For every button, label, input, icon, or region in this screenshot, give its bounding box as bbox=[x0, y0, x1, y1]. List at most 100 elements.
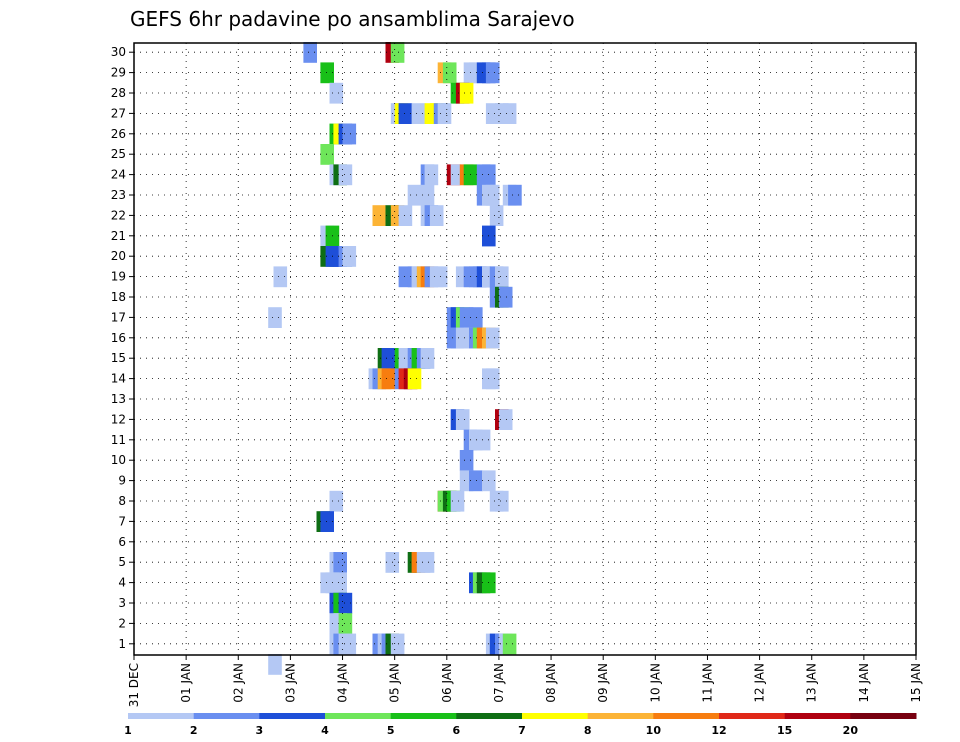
precip-cell bbox=[320, 144, 334, 165]
colorbar-label: 20 bbox=[843, 724, 859, 737]
y-tick-label: 26 bbox=[111, 127, 126, 141]
y-tick-label: 15 bbox=[111, 351, 126, 365]
precip-cell bbox=[390, 42, 405, 63]
precip-cell bbox=[398, 103, 413, 124]
precip-cell bbox=[407, 184, 422, 206]
colorbar-swatch bbox=[587, 713, 654, 719]
colorbar-swatch bbox=[522, 713, 589, 719]
y-tick-label: 5 bbox=[118, 555, 126, 569]
y-tick-label: 22 bbox=[111, 208, 126, 222]
precip-cell bbox=[429, 205, 444, 226]
y-tick-label: 19 bbox=[111, 270, 126, 284]
x-tick-label: 12 JAN bbox=[753, 663, 767, 703]
precip-cell bbox=[333, 572, 347, 594]
y-tick-label: 12 bbox=[111, 412, 126, 426]
precip-cell bbox=[469, 307, 483, 328]
colorbar-label: 6 bbox=[453, 724, 461, 737]
precip-cell bbox=[390, 633, 405, 655]
grid-layer bbox=[134, 43, 916, 655]
precip-cell bbox=[329, 82, 344, 104]
precip-cell bbox=[320, 62, 334, 84]
precip-cell bbox=[320, 511, 334, 532]
y-tick-label: 20 bbox=[111, 249, 126, 263]
colorbar-swatch bbox=[259, 713, 326, 719]
precip-cell bbox=[495, 266, 509, 288]
x-tick-label: 09 JAN bbox=[596, 663, 610, 703]
precip-cell bbox=[398, 205, 413, 226]
y-tick-label: 4 bbox=[118, 576, 126, 590]
y-tick-label: 6 bbox=[118, 535, 126, 549]
y-tick-label: 24 bbox=[111, 168, 126, 182]
colorbar-swatch bbox=[850, 713, 917, 719]
precip-cell bbox=[268, 654, 282, 675]
precip-cell bbox=[485, 62, 500, 84]
precip-cell bbox=[268, 307, 282, 328]
colorbar-swatch bbox=[719, 713, 786, 719]
x-tick-label: 14 JAN bbox=[857, 663, 871, 703]
y-tick-label: 10 bbox=[111, 453, 126, 467]
x-tick-label: 01 JAN bbox=[179, 663, 193, 703]
y-tick-label: 30 bbox=[111, 45, 126, 59]
precip-cell bbox=[372, 205, 387, 226]
precip-cell bbox=[407, 368, 422, 390]
precip-cell bbox=[459, 82, 474, 104]
precip-cell bbox=[437, 103, 452, 124]
precip-cell bbox=[420, 552, 435, 573]
precip-cell bbox=[420, 184, 435, 206]
precip-cell bbox=[508, 184, 522, 206]
y-tick-label: 3 bbox=[118, 596, 126, 610]
precip-cell bbox=[381, 348, 396, 369]
y-axis: 1234567891011121314151617181920212223242… bbox=[111, 45, 134, 651]
x-tick-label: 03 JAN bbox=[283, 663, 297, 703]
y-tick-label: 23 bbox=[111, 188, 126, 202]
colorbar: 1 2 3 4 5 6 7 8 10 12 15 20 bbox=[124, 713, 917, 737]
x-axis: 31 DEC 01 JAN 02 JAN 03 JAN 04 JAN 05 JAN 06 J… bbox=[127, 655, 923, 707]
precip-cell bbox=[498, 409, 513, 430]
y-tick-label: 27 bbox=[111, 106, 126, 120]
y-tick-label: 29 bbox=[111, 66, 126, 80]
y-tick-label: 28 bbox=[111, 86, 126, 100]
y-tick-label: 18 bbox=[111, 290, 126, 304]
y-tick-label: 7 bbox=[118, 514, 126, 528]
precip-cell bbox=[502, 633, 517, 655]
colorbar-swatch bbox=[456, 713, 523, 719]
y-tick-label: 25 bbox=[111, 147, 126, 161]
precip-cell bbox=[498, 286, 513, 308]
colorbar-swatch bbox=[784, 713, 851, 719]
colorbar-label: 3 bbox=[256, 724, 264, 737]
colorbar-swatch bbox=[325, 713, 392, 719]
y-tick-label: 8 bbox=[118, 494, 126, 508]
precip-cell bbox=[338, 592, 353, 614]
precip-cell bbox=[485, 327, 500, 349]
colorbar-swatch bbox=[193, 713, 260, 719]
colorbar-swatch bbox=[653, 713, 720, 719]
y-tick-label: 14 bbox=[111, 372, 126, 386]
precip-cell bbox=[303, 42, 317, 63]
x-tick-label: 13 JAN bbox=[805, 663, 819, 703]
precip-cell bbox=[273, 266, 288, 288]
colorbar-swatch bbox=[390, 713, 457, 719]
precip-cell bbox=[342, 633, 357, 655]
precip-cell bbox=[333, 552, 347, 573]
precip-cell bbox=[495, 490, 509, 512]
cells-layer bbox=[268, 42, 522, 675]
precip-cell bbox=[459, 450, 474, 471]
x-tick-label: 05 JAN bbox=[388, 663, 402, 703]
precip-cell bbox=[420, 348, 435, 369]
x-tick-label: 10 JAN bbox=[648, 663, 662, 703]
y-tick-label: 16 bbox=[111, 331, 126, 345]
x-tick-label: 06 JAN bbox=[440, 663, 454, 703]
plot-frame bbox=[133, 42, 917, 656]
colorbar-label: 15 bbox=[777, 724, 792, 737]
chart-title: GEFS 6hr padavine po ansamblima Sarajevo bbox=[130, 7, 575, 31]
precip-cell bbox=[442, 62, 457, 84]
colorbar-swatch bbox=[128, 713, 195, 719]
colorbar-label: 7 bbox=[518, 724, 526, 737]
x-tick-label: 08 JAN bbox=[544, 663, 558, 703]
precip-cell bbox=[450, 490, 465, 512]
colorbar-label: 8 bbox=[584, 724, 592, 737]
y-tick-label: 2 bbox=[118, 616, 126, 630]
colorbar-label: 10 bbox=[646, 724, 662, 737]
precip-cell bbox=[338, 164, 353, 186]
